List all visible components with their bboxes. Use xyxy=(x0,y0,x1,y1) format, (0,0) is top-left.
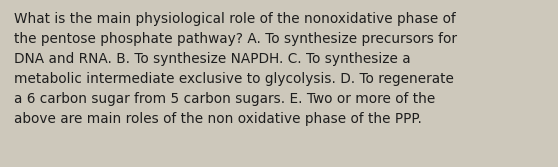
Text: What is the main physiological role of the nonoxidative phase of
the pentose pho: What is the main physiological role of t… xyxy=(14,12,457,126)
